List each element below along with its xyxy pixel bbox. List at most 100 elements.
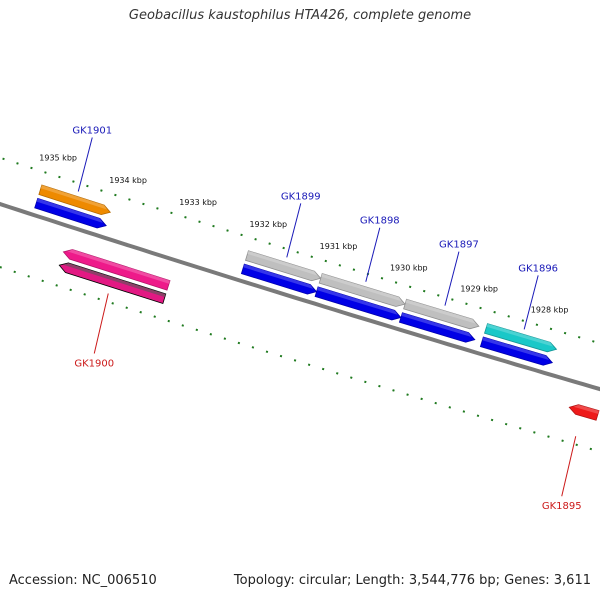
ruler-label: 1935 kbp: [39, 153, 77, 162]
outer-tick: [58, 175, 61, 179]
inner-tick: [378, 384, 381, 388]
outer-tick: [142, 202, 145, 206]
outer-tick: [86, 184, 89, 188]
inner-tick: [195, 328, 199, 332]
inner-tick: [589, 447, 593, 451]
inner-tick: [561, 439, 564, 442]
inner-tick: [533, 431, 536, 434]
gene-gk1900[interactable]: [62, 249, 171, 291]
gene-label-gk1899[interactable]: GK1899: [281, 191, 321, 202]
gene-label-gk1898[interactable]: GK1898: [360, 216, 400, 227]
outer-tick: [422, 289, 426, 293]
ruler-label: 1932 kbp: [249, 220, 287, 229]
outer-tick: [156, 207, 159, 210]
leader-line: [365, 227, 381, 282]
outer-tick: [128, 198, 131, 201]
genome-summary: Topology: circular; Length: 3,544,776 bp…: [233, 573, 591, 588]
inner-tick: [167, 319, 170, 323]
ruler-label: 1934 kbp: [109, 176, 147, 185]
inner-tick: [364, 380, 367, 384]
outer-tick: [240, 233, 243, 237]
outer-tick: [549, 327, 553, 331]
outer-tick: [535, 323, 539, 327]
inner-tick: [181, 324, 185, 327]
leader-line: [286, 203, 302, 258]
gene-label-gk1900[interactable]: GK1900: [74, 359, 114, 370]
outer-tick: [100, 189, 103, 192]
outer-tick: [563, 331, 567, 335]
outer-tick: [465, 302, 468, 306]
outer-tick: [310, 255, 313, 258]
gene-label-gk1895[interactable]: GK1895: [542, 501, 582, 512]
inner-tick: [41, 279, 44, 283]
inner-tick: [27, 275, 30, 278]
inner-tick: [335, 372, 339, 375]
inner-tick: [13, 270, 16, 274]
inner-tick: [69, 288, 72, 292]
inner-tick: [223, 337, 227, 340]
leader-line: [444, 251, 460, 306]
inner-tick: [448, 406, 452, 409]
map-title: Geobacillus kaustophilus HTA426, complet…: [128, 8, 472, 23]
leader-line: [77, 137, 93, 192]
outer-tick: [394, 281, 398, 284]
outer-tick: [2, 157, 5, 161]
gene-label-gk1901[interactable]: GK1901: [72, 126, 112, 137]
inner-tick: [125, 306, 128, 310]
outer-tick: [268, 242, 271, 245]
outer-tick: [16, 162, 19, 165]
outer-tick: [577, 335, 581, 339]
inner-tick: [251, 346, 255, 349]
outer-tick: [30, 166, 33, 170]
cds-gk1901[interactable]: [34, 197, 107, 229]
tick-marks: [0, 157, 595, 451]
inner-tick: [265, 350, 269, 353]
outer-tick: [212, 224, 215, 228]
inner-tick: [476, 414, 480, 418]
inner-tick: [209, 333, 213, 336]
inner-tick: [392, 389, 395, 392]
gene-gk1897[interactable]: [403, 298, 480, 330]
outer-tick: [493, 310, 496, 314]
accession-text: Accession: NC_006510: [9, 573, 157, 588]
inner-tick: [83, 293, 86, 296]
cds-gk1896[interactable]: [479, 336, 554, 366]
inner-tick: [307, 363, 311, 366]
gene-gk1899[interactable]: [245, 250, 322, 282]
outer-tick: [408, 285, 412, 289]
inner-tick: [55, 284, 58, 287]
inner-tick: [504, 422, 508, 426]
gene-label-gk1896[interactable]: GK1896: [518, 263, 558, 274]
inner-tick: [153, 315, 156, 318]
gene-gk1896[interactable]: [483, 323, 558, 353]
leader-line: [523, 275, 539, 330]
outer-tick: [479, 306, 482, 310]
ruler-label: 1928 kbp: [531, 305, 569, 314]
inner-tick: [420, 397, 423, 401]
inner-tick: [0, 266, 2, 269]
gene-gk1898[interactable]: [318, 273, 406, 307]
gene-label-gk1897[interactable]: GK1897: [439, 240, 479, 251]
outer-tick: [72, 180, 75, 183]
inner-tick: [111, 302, 114, 305]
outer-tick: [507, 315, 510, 318]
backbone-line: [0, 201, 600, 392]
inner-tick: [237, 341, 241, 345]
ruler-label: 1929 kbp: [460, 285, 498, 294]
outer-tick: [184, 216, 187, 219]
gene-gk1895[interactable]: [568, 404, 600, 421]
inner-tick: [293, 359, 297, 362]
cds-gk1898[interactable]: [314, 286, 402, 321]
ruler-label: 1930 kbp: [390, 263, 428, 272]
gene-gk1901[interactable]: [38, 184, 112, 216]
cds-gk1899[interactable]: [240, 263, 318, 295]
gene-labels: GK1901 GK1900 GK1899 GK1898 GK1897 GK1896 GK18…: [72, 126, 581, 513]
outer-tick: [114, 193, 117, 197]
outer-tick: [324, 259, 328, 263]
leader-line: [561, 436, 577, 497]
outer-tick: [226, 229, 229, 232]
cds-gk1897[interactable]: [398, 312, 476, 343]
cds-gk1900[interactable]: [58, 262, 167, 305]
inner-tick: [547, 435, 550, 438]
leader-line: [93, 293, 109, 354]
